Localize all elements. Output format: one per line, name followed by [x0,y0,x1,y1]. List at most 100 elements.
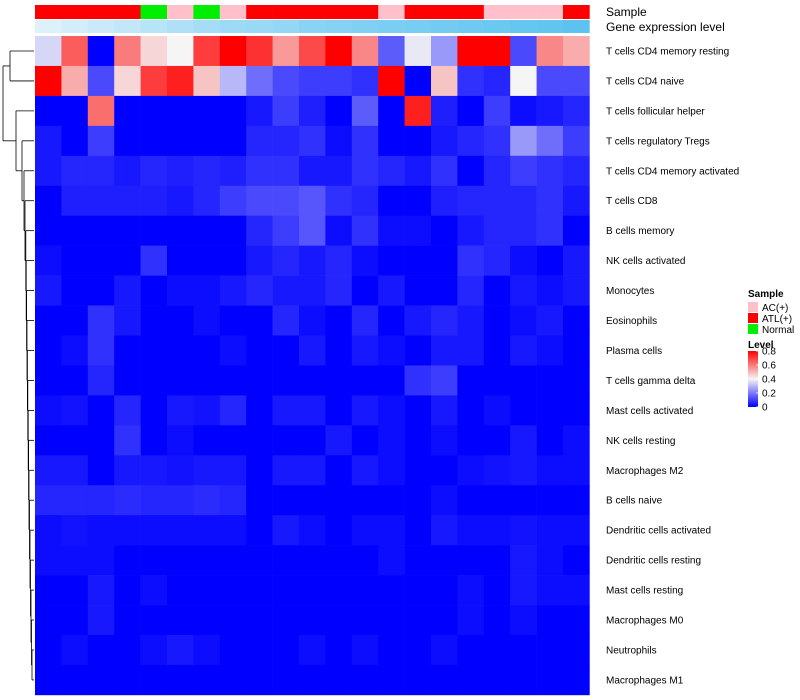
row-label: T cells follicular helper [606,106,705,117]
heatmap-cell [272,635,300,666]
heatmap-cell [483,95,511,127]
expression-annotation-bar [35,20,590,33]
heatmap-cell [219,65,247,97]
heatmap-cell [510,365,537,396]
heatmap-cell [35,36,62,67]
heatmap-cell [246,664,273,696]
heatmap-cell [563,335,590,366]
expression-anno-cell [351,20,379,33]
heatmap-cell [299,65,326,97]
heatmap-cell [167,545,194,576]
heatmap-cell [378,425,405,456]
heatmap-cell [404,155,432,187]
row-label: T cells CD4 naive [606,76,685,87]
heatmap-cell [114,335,141,366]
heatmap-cell [114,36,141,67]
heatmap-cell [35,125,62,157]
heatmap-cell [272,65,300,97]
heatmap-cell [61,275,89,306]
heatmap-cell [457,425,485,456]
heatmap-cell [299,185,326,216]
heatmap-cell [61,185,89,216]
sample-anno-cell [563,5,590,19]
row-label: Macrophages M2 [606,466,684,477]
sample-anno-cell [483,5,511,19]
heatmap-cell [483,36,511,67]
heatmap-cell [61,305,89,336]
heatmap-cell [193,185,221,216]
heatmap-cell [431,215,458,246]
heatmap-cell [193,485,221,516]
heatmap-cell [35,395,62,426]
heatmap-cell [87,335,115,366]
heatmap-cell [87,65,115,97]
sample-anno-cell [272,5,300,19]
heatmap-cell [246,95,273,127]
heatmap-cell [272,305,300,336]
heatmap-cell [87,365,115,396]
heatmap-cell [35,65,62,97]
sample-legend-label: Normal [762,325,794,336]
heatmap-cell [378,65,405,97]
heatmap-cell [246,215,273,246]
heatmap-cell [140,155,168,187]
heatmap-cell [114,155,141,187]
heatmap-cell [351,125,379,157]
heatmap-cell [510,635,537,666]
heatmap-cell [431,65,458,97]
heatmap-cell [457,36,485,67]
heatmap-cell [351,395,379,426]
heatmap-cell [114,485,141,516]
heatmap-cell [35,215,62,246]
heatmap-cell [61,365,89,396]
heatmap-cell [246,275,273,306]
heatmap-cell [510,245,537,276]
sample-anno-cell [114,5,141,19]
heatmap-cell [457,125,485,157]
heatmap-cell [457,335,485,366]
heatmap-cell [87,185,115,216]
heatmap-cell [404,125,432,157]
heatmap-cell [325,545,353,576]
heatmap-cell [325,245,353,276]
heatmap-cell [457,395,485,426]
heatmap-cell [61,455,89,486]
heatmap-cell [563,395,590,426]
heatmap-cell [404,485,432,516]
heatmap-cell [167,635,194,666]
heatmap-cell [325,664,353,696]
row-label: Dendritic cells activated [606,526,711,537]
heatmap-cell [563,635,590,666]
heatmap-cell [351,635,379,666]
heatmap-cell [510,36,537,67]
heatmap-cell [299,425,326,456]
heatmap-cell [351,365,379,396]
heatmap-cell [87,395,115,426]
heatmap-cell [483,335,511,366]
heatmap-cell [431,155,458,187]
row-label: B cells memory [606,226,674,237]
level-legend-label: 0 [762,403,768,414]
heatmap-cell [140,455,168,486]
heatmap-cell [193,245,221,276]
expression-anno-cell [536,20,564,33]
heatmap-cell [457,515,485,546]
heatmap-cell [61,335,89,366]
heatmap-cell [536,36,564,67]
sample-anno-cell [140,5,168,19]
heatmap-cell [536,95,564,127]
heatmap-cell [325,185,353,216]
row-label: NK cells resting [606,436,675,447]
heatmap-cell [325,575,353,606]
heatmap-cell [61,545,89,576]
heatmap-cell [299,605,326,636]
heatmap-cell [325,155,353,187]
heatmap-cell [219,395,247,426]
heatmap-cell [246,485,273,516]
heatmap-cell [193,455,221,486]
heatmap-cell [193,664,221,696]
heatmap-cell [219,365,247,396]
heatmap-cell [510,395,537,426]
heatmap-cell [246,305,273,336]
heatmap-cell [219,545,247,576]
